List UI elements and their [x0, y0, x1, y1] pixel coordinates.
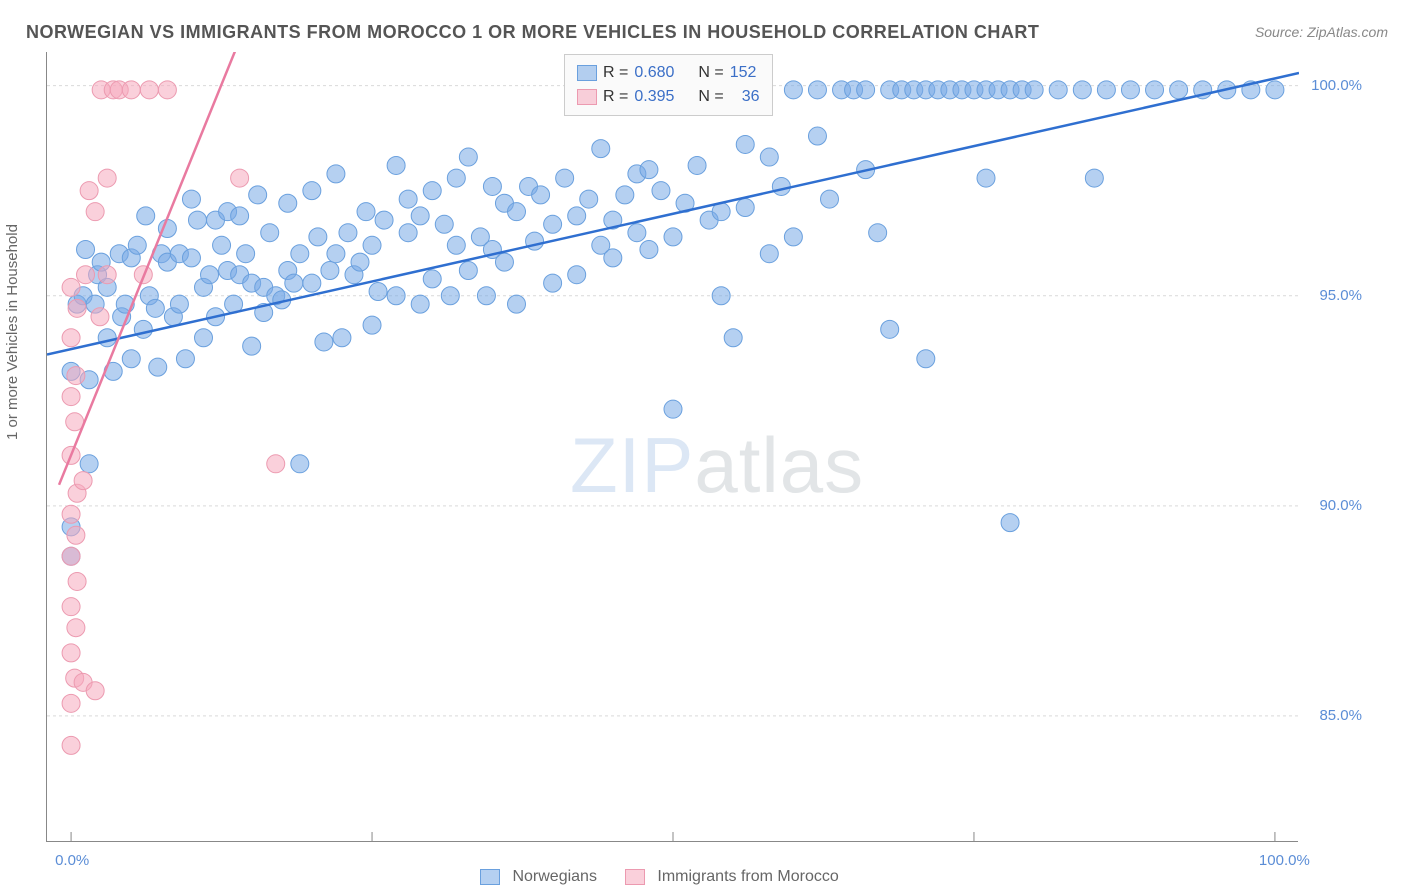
source-label: Source: — [1255, 24, 1307, 40]
correlation-legend: R = 0.680 N = 152 R = 0.395 N = 36 — [564, 54, 773, 116]
y-tick-label: 100.0% — [1311, 77, 1362, 94]
legend-item-norwegians: Norwegians — [480, 868, 597, 886]
plot-area: 85.0%90.0%95.0%100.0%0.0%100.0% — [46, 52, 1298, 842]
source-name: ZipAtlas.com — [1307, 24, 1388, 40]
legend-swatch-pink — [625, 869, 645, 885]
chart-container: NORWEGIAN VS IMMIGRANTS FROM MOROCCO 1 O… — [0, 0, 1406, 892]
legend-r-value-1: 0.395 — [634, 88, 674, 106]
legend-row-norwegians: R = 0.680 N = 152 — [577, 61, 760, 85]
legend-label: Norwegians — [512, 868, 596, 885]
legend-n-label: N = — [698, 88, 723, 106]
series-legend: Norwegians Immigrants from Morocco — [480, 868, 839, 886]
y-tick-label: 85.0% — [1319, 707, 1362, 724]
scatter-svg — [47, 52, 1299, 842]
legend-row-morocco: R = 0.395 N = 36 — [577, 85, 760, 109]
x-tick-label: 0.0% — [55, 852, 89, 869]
legend-r-value-0: 0.680 — [634, 64, 674, 82]
legend-swatch-blue — [480, 869, 500, 885]
legend-item-morocco: Immigrants from Morocco — [625, 868, 839, 886]
legend-r-label: R = — [603, 64, 628, 82]
chart-title: NORWEGIAN VS IMMIGRANTS FROM MOROCCO 1 O… — [26, 22, 1039, 43]
legend-n-value-0: 152 — [730, 64, 757, 82]
legend-swatch-blue — [577, 65, 597, 81]
legend-swatch-pink — [577, 89, 597, 105]
legend-label: Immigrants from Morocco — [657, 868, 838, 885]
x-tick-label: 100.0% — [1259, 852, 1310, 869]
y-axis-label: 1 or more Vehicles in Household — [4, 224, 21, 440]
legend-n-label: N = — [698, 64, 723, 82]
y-tick-label: 95.0% — [1319, 287, 1362, 304]
source-credit: Source: ZipAtlas.com — [1255, 24, 1388, 40]
legend-r-label: R = — [603, 88, 628, 106]
y-tick-label: 90.0% — [1319, 497, 1362, 514]
legend-n-value-1: 36 — [742, 88, 760, 106]
